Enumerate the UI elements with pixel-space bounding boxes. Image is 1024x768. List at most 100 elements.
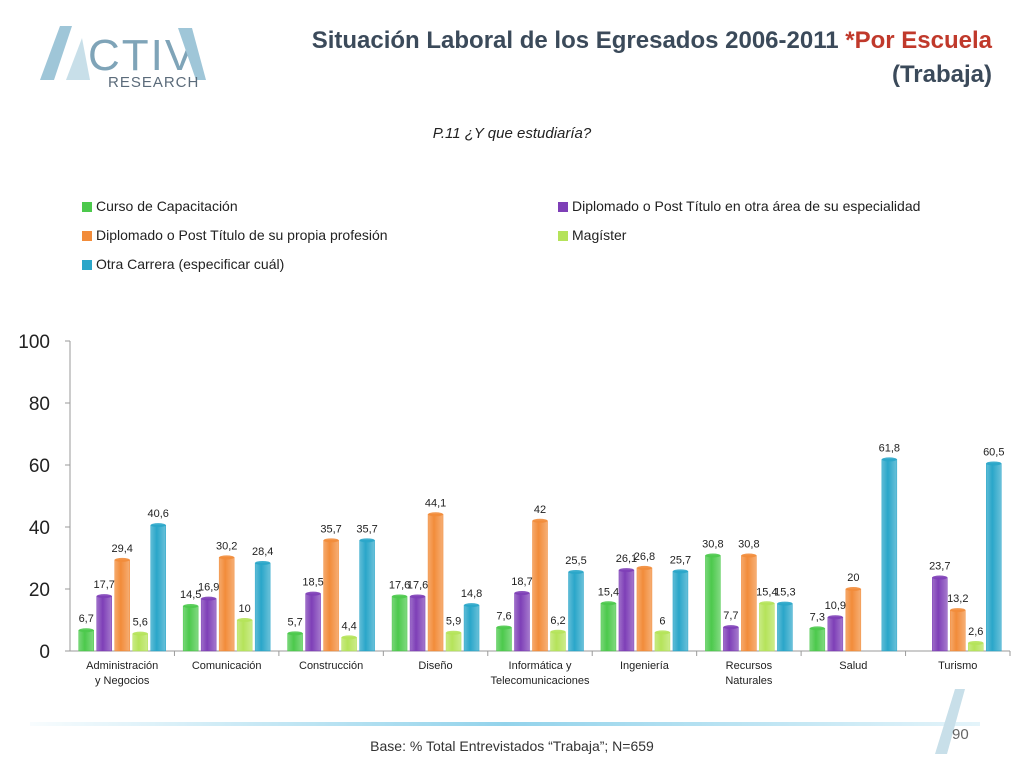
x-tick-label: Administración bbox=[86, 660, 158, 672]
data-label: 30,2 bbox=[216, 540, 237, 552]
bar bbox=[618, 569, 635, 652]
data-label: 15,4 bbox=[598, 586, 619, 598]
legend-swatch bbox=[82, 260, 92, 270]
bar-cap bbox=[514, 591, 530, 596]
legend-swatch bbox=[558, 202, 568, 212]
y-tick-label: 0 bbox=[39, 642, 50, 663]
bar bbox=[445, 632, 462, 652]
data-label: 7,7 bbox=[723, 610, 738, 622]
bar-cap bbox=[341, 635, 357, 640]
bar-cap bbox=[201, 596, 217, 601]
data-label: 40,6 bbox=[148, 508, 169, 520]
data-label: 6,2 bbox=[550, 615, 565, 627]
data-label: 4,4 bbox=[341, 620, 356, 632]
data-label: 16,9 bbox=[198, 582, 219, 594]
bar bbox=[359, 540, 375, 652]
y-tick-label: 60 bbox=[29, 456, 50, 477]
x-tick-label: Salud bbox=[839, 660, 867, 672]
x-tick-label: Telecomunicaciones bbox=[490, 675, 590, 687]
legend-label: Diplomado o Post Título de su propia pro… bbox=[96, 227, 388, 243]
data-label: 5,9 bbox=[446, 616, 461, 628]
bar bbox=[932, 577, 948, 652]
data-label: 7,3 bbox=[810, 611, 825, 623]
data-label: 60,5 bbox=[983, 446, 1004, 458]
bar bbox=[254, 562, 271, 652]
data-label: 14,8 bbox=[461, 588, 482, 600]
bar bbox=[759, 603, 775, 652]
bar bbox=[218, 557, 235, 652]
data-label: 17,6 bbox=[389, 579, 410, 591]
bar-cap bbox=[705, 553, 721, 558]
bar bbox=[323, 540, 339, 652]
x-tick-label: Turismo bbox=[938, 660, 977, 672]
bar-cap bbox=[287, 631, 303, 636]
bar bbox=[654, 632, 671, 652]
legend-item-diplomado-otra: Diplomado o Post Título en otra área de … bbox=[558, 198, 920, 214]
x-tick-label: Naturales bbox=[725, 675, 773, 687]
bar bbox=[777, 603, 793, 652]
bar-cap bbox=[723, 625, 739, 630]
logo-subtitle: RESEARCH bbox=[108, 74, 200, 91]
data-label: 61,8 bbox=[879, 442, 900, 454]
data-label: 15,4 bbox=[756, 586, 777, 598]
legend-label: Curso de Capacitación bbox=[96, 198, 238, 214]
bar-cap bbox=[150, 523, 166, 528]
data-label: 29,4 bbox=[112, 543, 133, 555]
bar-cap bbox=[845, 587, 861, 591]
bar bbox=[881, 459, 898, 652]
bar-cap bbox=[741, 553, 757, 558]
data-label: 13,2 bbox=[947, 593, 968, 605]
bar-cap bbox=[827, 615, 843, 620]
bar bbox=[182, 605, 199, 652]
bar-cap bbox=[809, 626, 825, 631]
bar bbox=[341, 637, 357, 652]
legend-item-otra-carrera: Otra Carrera (especificar cuál) bbox=[82, 256, 284, 272]
bar-cap bbox=[359, 538, 375, 543]
legend-swatch bbox=[558, 231, 568, 241]
x-tick-label: Comunicación bbox=[192, 660, 262, 672]
bar-cap bbox=[237, 618, 253, 622]
bar-cap bbox=[950, 608, 966, 613]
bar bbox=[305, 593, 321, 652]
bar-cap bbox=[777, 601, 793, 606]
title-accent: *Por Escuela bbox=[845, 27, 992, 54]
bar-cap bbox=[550, 629, 566, 634]
bar bbox=[150, 524, 166, 652]
bar-cap bbox=[132, 631, 148, 636]
legend-label: Otra Carrera (especificar cuál) bbox=[96, 256, 285, 272]
bar bbox=[287, 633, 303, 652]
bar bbox=[114, 559, 130, 652]
bar bbox=[463, 604, 480, 652]
bar bbox=[672, 571, 689, 652]
data-label: 10,9 bbox=[825, 600, 846, 612]
bar-cap bbox=[654, 630, 670, 635]
data-label: 15,3 bbox=[774, 587, 795, 599]
bar bbox=[845, 588, 862, 652]
bar bbox=[705, 555, 721, 652]
bar bbox=[741, 555, 757, 652]
bar-cap bbox=[600, 601, 616, 606]
bar-cap bbox=[881, 457, 897, 462]
bar-cap bbox=[496, 625, 512, 630]
bar-cap bbox=[428, 512, 444, 517]
bar bbox=[600, 603, 617, 652]
y-tick-label: 80 bbox=[29, 394, 50, 415]
data-label: 5,7 bbox=[287, 616, 302, 628]
data-label: 5,6 bbox=[133, 617, 148, 629]
bar bbox=[78, 629, 94, 652]
bar-cap bbox=[532, 518, 548, 523]
data-label: 20 bbox=[847, 572, 859, 584]
bar bbox=[568, 571, 584, 652]
bar-cap bbox=[323, 538, 339, 543]
bar bbox=[636, 567, 653, 652]
bar bbox=[827, 616, 844, 652]
bar-cap bbox=[672, 569, 688, 574]
data-label: 42 bbox=[534, 504, 546, 516]
bar-cap bbox=[96, 594, 112, 599]
page-number: 90 bbox=[952, 726, 969, 743]
data-label: 18,5 bbox=[302, 577, 323, 589]
y-tick-label: 100 bbox=[18, 332, 50, 353]
data-label: 35,7 bbox=[356, 523, 377, 535]
bar bbox=[514, 592, 530, 652]
y-tick-label: 20 bbox=[29, 580, 50, 601]
